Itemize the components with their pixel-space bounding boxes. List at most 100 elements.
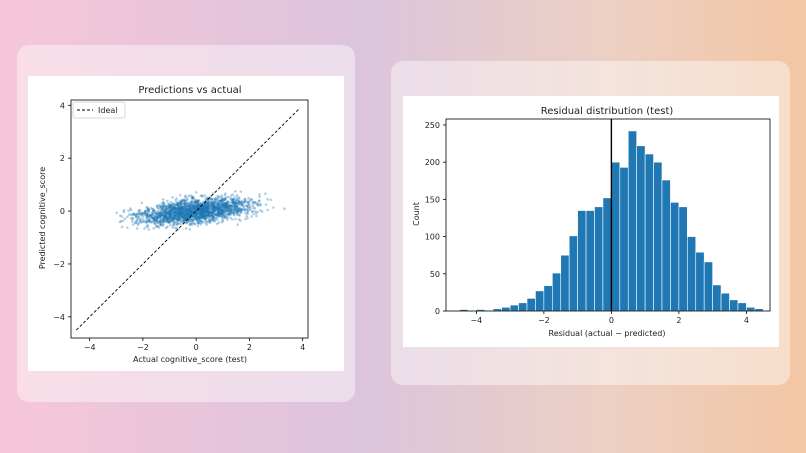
scatter-point — [231, 206, 235, 209]
scatter-point — [199, 212, 203, 215]
scatter-point — [166, 216, 170, 220]
scatter-point — [228, 209, 232, 213]
scatter-point — [179, 215, 183, 219]
scatter-point — [194, 214, 198, 217]
scatter-point — [171, 214, 175, 217]
scatter-point — [217, 210, 221, 213]
scatter-point — [147, 218, 151, 221]
scatter-point — [199, 208, 203, 211]
scatter-point — [181, 219, 184, 222]
scatter-point — [237, 207, 241, 211]
scatter-point — [199, 214, 202, 218]
scatter-point — [178, 218, 182, 222]
scatter-point — [184, 227, 188, 230]
scatter-point — [191, 209, 195, 213]
scatter-point — [204, 209, 207, 213]
scatter-point — [172, 223, 176, 227]
scatter-point — [190, 196, 194, 200]
scatter-point — [246, 216, 249, 220]
scatter-point — [174, 213, 177, 217]
scatter-point — [230, 197, 233, 201]
scatter-point — [249, 206, 252, 210]
scatter-point — [185, 208, 189, 211]
scatter-point — [168, 212, 171, 215]
scatter-point — [152, 216, 155, 220]
scatter-point — [194, 205, 197, 209]
scatter-point — [163, 212, 167, 215]
scatter-point — [134, 215, 138, 219]
scatter-point — [210, 201, 213, 205]
scatter-point — [237, 196, 241, 199]
scatter-point — [202, 203, 206, 206]
scatter-point — [195, 205, 199, 208]
scatter-point — [207, 213, 211, 217]
scatter-point — [199, 210, 202, 214]
scatter-point — [210, 214, 213, 218]
scatter-point — [178, 222, 182, 226]
scatter-point — [198, 217, 202, 220]
scatter-point — [188, 208, 192, 212]
scatter-point — [204, 207, 207, 210]
scatter-point — [216, 210, 220, 213]
scatter-point — [203, 205, 206, 208]
scatter-point — [168, 215, 171, 219]
scatter-point — [150, 216, 154, 220]
scatter-point — [199, 214, 203, 217]
scatter-point — [219, 210, 223, 214]
scatter-point — [148, 214, 152, 217]
scatter-point — [224, 215, 227, 218]
scatter-point — [219, 207, 223, 210]
scatter-point — [167, 205, 171, 208]
scatter-point — [194, 205, 197, 208]
scatter-point — [145, 206, 149, 210]
scatter-point — [208, 201, 211, 205]
scatter-point — [184, 204, 188, 207]
scatter-point — [185, 207, 188, 210]
scatter-point — [230, 208, 233, 212]
scatter-point — [162, 205, 165, 209]
scatter-point — [194, 217, 197, 221]
scatter-point — [206, 210, 210, 213]
scatter-point — [223, 198, 227, 201]
scatter-point — [247, 202, 250, 206]
scatter-point — [166, 199, 169, 203]
scatter-point — [192, 206, 195, 209]
scatter-point — [237, 200, 241, 204]
scatter-point — [182, 202, 186, 206]
scatter-point — [228, 205, 232, 208]
scatter-point — [147, 209, 150, 213]
scatter-point — [168, 206, 172, 209]
scatter-point — [206, 201, 210, 205]
scatter-point — [201, 214, 205, 218]
scatter-point — [185, 202, 189, 206]
scatter-point — [189, 222, 192, 226]
scatter-point — [140, 211, 143, 215]
scatter-point — [208, 211, 212, 214]
scatter-point — [189, 205, 192, 208]
scatter-point — [186, 214, 190, 217]
scatter-point — [183, 201, 186, 205]
scatter-point — [167, 212, 170, 215]
scatter-point — [218, 208, 222, 212]
scatter-point — [174, 210, 177, 214]
scatter-point — [251, 204, 255, 208]
scatter-point — [215, 207, 219, 211]
scatter-point — [198, 213, 202, 217]
scatter-point — [180, 214, 184, 218]
scatter-point — [164, 207, 167, 211]
scatter-point — [180, 209, 184, 213]
scatter-point — [159, 210, 163, 214]
scatter-point — [162, 201, 166, 205]
scatter-point — [175, 213, 179, 217]
histogram-bar — [518, 302, 528, 312]
scatter-point — [151, 209, 155, 213]
scatter-point — [222, 205, 226, 208]
scatter-point — [203, 211, 207, 214]
scatter-point — [199, 206, 202, 210]
scatter-point — [186, 208, 189, 212]
scatter-point — [190, 195, 194, 198]
scatter-point — [190, 211, 193, 214]
scatter-point — [170, 209, 173, 212]
scatter-point — [181, 206, 185, 210]
scatter-point — [192, 208, 196, 211]
